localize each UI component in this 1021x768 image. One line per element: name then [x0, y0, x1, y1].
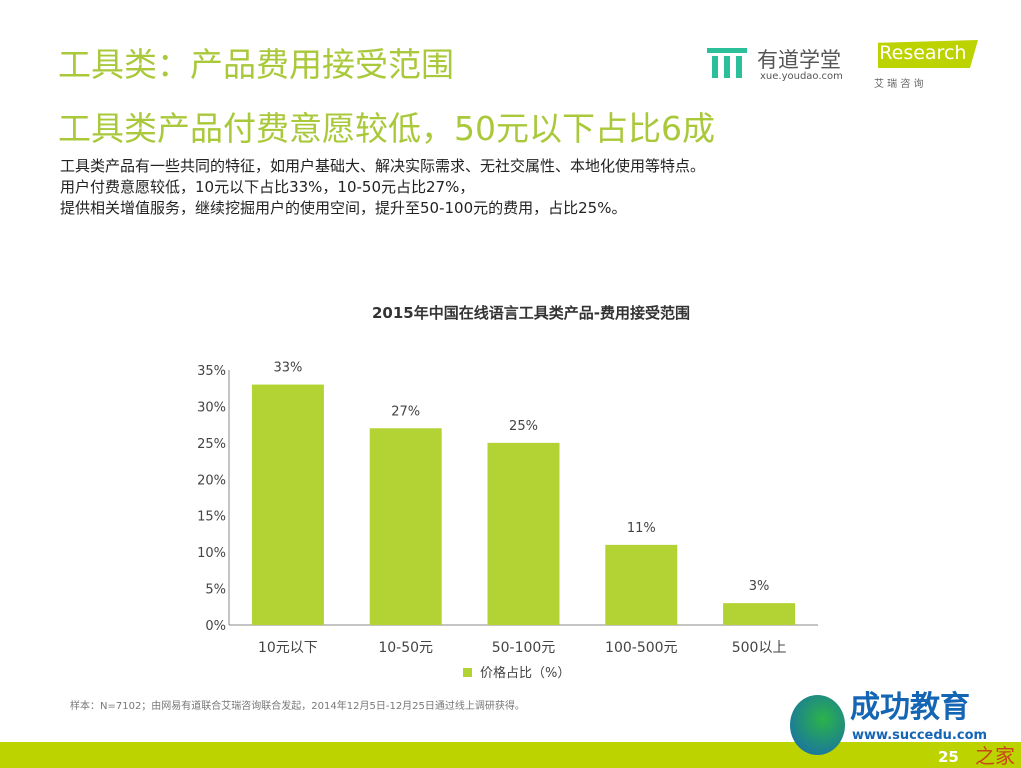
bar [487, 442, 560, 625]
data-label: 25% [509, 419, 538, 434]
bar [369, 428, 442, 625]
chart-title: 2015年中国在线语言工具类产品-费用接受范围 [372, 304, 690, 322]
x-tick-label: 50-100元 [492, 640, 556, 656]
watermark-logo [790, 695, 845, 755]
description-line: 提供相关增值服务，继续挖掘用户的使用空间，提升至50-100元的费用，占比25%… [60, 199, 627, 217]
x-tick-label: 10元以下 [258, 640, 318, 656]
y-tick-label: 20% [197, 473, 226, 488]
bar-chart: 2015年中国在线语言工具类产品-费用接受范围 0% 5% 10% 15% 20% 25%… [197, 304, 818, 681]
bar [251, 384, 324, 625]
data-label: 11% [627, 521, 656, 536]
data-label: 3% [749, 579, 770, 594]
source-note: 样本：N=7102；由网易有道联合艾瑞咨询联合发起，2014年12月5日-12月… [70, 701, 525, 712]
y-tick-label: 10% [197, 546, 226, 561]
page-subtitle: 工具类产品付费意愿较低，50元以下占比6成 [58, 109, 715, 148]
iresearch-name: iResearch [874, 42, 967, 64]
page-title: 工具类：产品费用接受范围 [58, 45, 454, 84]
description-line: 用户付费意愿较低，10元以下占比33%，10-50元占比27%， [60, 178, 475, 196]
watermark-site: 之家 [975, 744, 1015, 768]
pillar-icon [707, 48, 747, 78]
data-label: 33% [273, 361, 302, 376]
description: 工具类产品有一些共同的特征，如用户基础大、解决实际需求、无社交属性、本地化使用等… [60, 156, 705, 219]
youdao-name: 有道学堂 [757, 48, 841, 72]
y-tick-label: 0% [205, 619, 226, 634]
bar [723, 603, 796, 625]
page-number: 25 [938, 748, 959, 766]
data-label: 27% [391, 404, 420, 419]
watermark-url: www.succedu.com [852, 728, 988, 743]
description-line: 工具类产品有一些共同的特征，如用户基础大、解决实际需求、无社交属性、本地化使用等… [60, 157, 706, 175]
y-tick-label: 5% [205, 583, 226, 598]
x-tick-label: 10-50元 [378, 640, 433, 656]
y-tick-label: 30% [197, 400, 226, 415]
bar [605, 544, 678, 625]
watermark-name: 成功教育 [850, 690, 970, 725]
y-tick-label: 15% [197, 510, 226, 525]
legend-swatch [463, 668, 472, 677]
y-tick-label: 35% [197, 364, 226, 379]
footer-band [0, 742, 1021, 768]
iresearch-cn: 艾 瑞 咨 询 [874, 79, 924, 90]
legend-label: 价格占比（%） [480, 665, 570, 681]
x-tick-label: 500以上 [732, 640, 787, 656]
x-tick-label: 100-500元 [605, 640, 678, 656]
y-tick-label: 25% [197, 437, 226, 452]
youdao-url: xue.youdao.com [760, 71, 843, 82]
